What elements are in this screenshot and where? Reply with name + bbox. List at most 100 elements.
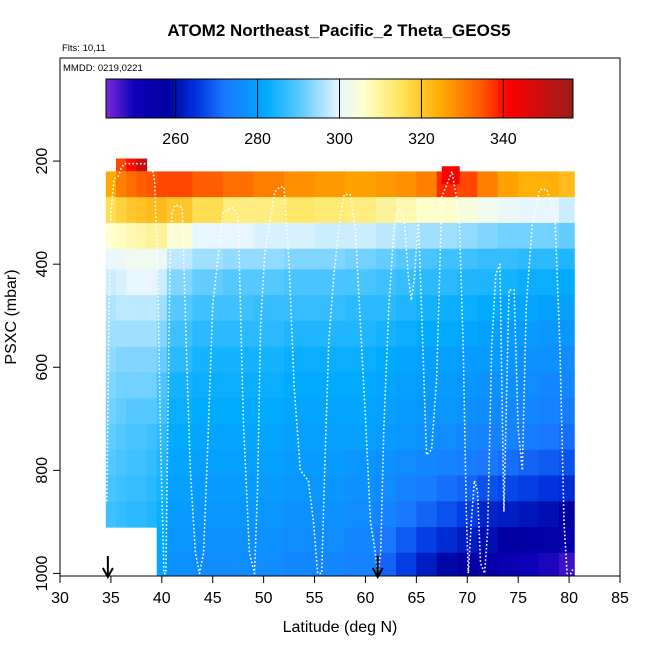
- heatmap-cell: [416, 197, 438, 224]
- flight-track: [106, 162, 574, 575]
- heatmap-cell: [558, 346, 575, 374]
- y-tick-label: 600: [34, 354, 51, 381]
- heatmap-cell: [538, 372, 560, 399]
- heatmap-cell: [345, 475, 377, 502]
- heatmap-cell: [375, 423, 397, 451]
- heatmap-cell: [136, 398, 148, 425]
- heatmap-cell: [136, 449, 148, 477]
- heatmap-cell: [497, 475, 519, 502]
- heatmap-cell: [105, 320, 117, 348]
- heatmap-cell: [538, 552, 560, 576]
- heatmap-cell: [375, 372, 397, 399]
- heatmap-cell: [416, 320, 438, 348]
- heatmap-cell: [416, 475, 438, 502]
- heatmap-cell: [457, 449, 479, 477]
- heatmap-cell: [284, 423, 316, 451]
- heatmap-cell: [222, 475, 255, 502]
- heatmap-cell: [222, 552, 255, 576]
- heatmap-cell: [375, 295, 397, 322]
- heatmap-cell: [457, 398, 479, 425]
- heatmap-cell: [222, 320, 255, 348]
- heatmap-cell: [284, 269, 316, 296]
- heatmap-cell: [116, 423, 127, 451]
- heatmap-cell: [375, 527, 397, 554]
- heatmap-cell: [222, 449, 255, 477]
- heatmap-cell: [116, 171, 127, 198]
- heatmap-cell: [396, 398, 417, 425]
- heatmap-cell: [416, 222, 438, 250]
- heatmap-cell: [436, 320, 458, 348]
- heatmap-cell: [192, 295, 224, 322]
- heatmap-cell: [457, 222, 479, 250]
- down-arrow-marker: [101, 556, 114, 580]
- heatmap-cell: [497, 527, 519, 554]
- x-tick-label: 35: [102, 590, 120, 607]
- heatmap-cell: [538, 527, 560, 554]
- heatmap-cell: [538, 320, 560, 348]
- heatmap-cell: [126, 320, 137, 348]
- heatmap-cell: [192, 269, 224, 296]
- heatmap-cell: [156, 527, 168, 554]
- heatmap-cell: [436, 269, 458, 296]
- colorbar-ticks: 260 280 300 320 340: [162, 79, 517, 148]
- heatmap-cell: [116, 197, 127, 224]
- heatmap-cell: [146, 449, 158, 477]
- heatmap-cell: [396, 372, 417, 399]
- heatmap-cell: [284, 552, 316, 576]
- heatmap-cell: [396, 248, 417, 270]
- heatmap-cell: [156, 269, 168, 296]
- heatmap-cell: [192, 449, 224, 477]
- heatmap-cell: [396, 475, 417, 502]
- heatmap-cell: [518, 552, 540, 576]
- heatmap-cell: [345, 423, 377, 451]
- heatmap-cell: [345, 372, 377, 399]
- heatmap-cell: [477, 248, 499, 270]
- heatmap-cell: [126, 171, 137, 198]
- heatmap-cell: [284, 501, 316, 528]
- x-tick-label: 50: [255, 590, 273, 607]
- heatmap-cell: [375, 475, 397, 502]
- heatmap-cell: [497, 222, 519, 250]
- heatmap-cell: [126, 449, 137, 477]
- heatmap-cell: [126, 372, 137, 399]
- heatmap-cell: [436, 346, 458, 374]
- heatmap-cell: [166, 295, 193, 322]
- heatmap-cell: [457, 295, 479, 322]
- heatmap-cell: [126, 475, 137, 502]
- heatmap-cell: [192, 197, 224, 224]
- heatmap-cell: [146, 372, 158, 399]
- heatmap-cell: [457, 269, 479, 296]
- heatmap-cell: [284, 372, 316, 399]
- heatmap-cell: [518, 248, 540, 270]
- x-tick-label: 65: [407, 590, 425, 607]
- heatmap-cap-cell: [116, 158, 127, 172]
- heatmap-cell: [156, 398, 168, 425]
- heatmap-cell: [284, 398, 316, 425]
- heatmap-cell: [116, 320, 127, 348]
- heatmap-cell: [136, 501, 148, 528]
- heatmap-cell: [457, 197, 479, 224]
- heatmap-cell: [253, 171, 285, 198]
- heatmap-cell: [253, 475, 285, 502]
- flight-track-line: [106, 162, 574, 575]
- heatmap-cell: [116, 501, 127, 528]
- heatmap-cell: [253, 346, 285, 374]
- heatmap-cell: [192, 501, 224, 528]
- heatmap-cell: [457, 527, 479, 554]
- heatmap-cell: [105, 346, 117, 374]
- heatmap-cell: [146, 320, 158, 348]
- heatmap-cell: [284, 295, 316, 322]
- heatmap-cell: [146, 398, 158, 425]
- heatmap-cell: [222, 501, 255, 528]
- heatmap-cell: [136, 372, 148, 399]
- heatmap-cell: [253, 222, 285, 250]
- heatmap-cell: [222, 171, 255, 198]
- heatmap-cell: [416, 398, 438, 425]
- heatmap-cell: [558, 398, 575, 425]
- colorbar: 260 280 300 320 340: [105, 78, 574, 148]
- heatmap-cell: [192, 346, 224, 374]
- heatmap-cell: [146, 423, 158, 451]
- heatmap-cell: [477, 527, 499, 554]
- heatmap-cell: [558, 552, 575, 576]
- heatmap-cell: [497, 171, 519, 198]
